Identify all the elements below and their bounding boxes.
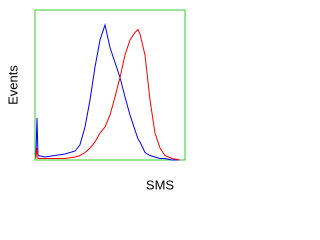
chart: SMS Events bbox=[5, 9, 186, 192]
y-axis-label: Events bbox=[5, 65, 20, 105]
x-axis-label: SMS bbox=[146, 177, 175, 192]
histogram-line bbox=[35, 23, 180, 161]
plot-frame bbox=[34, 9, 186, 161]
histogram-line bbox=[35, 28, 181, 161]
